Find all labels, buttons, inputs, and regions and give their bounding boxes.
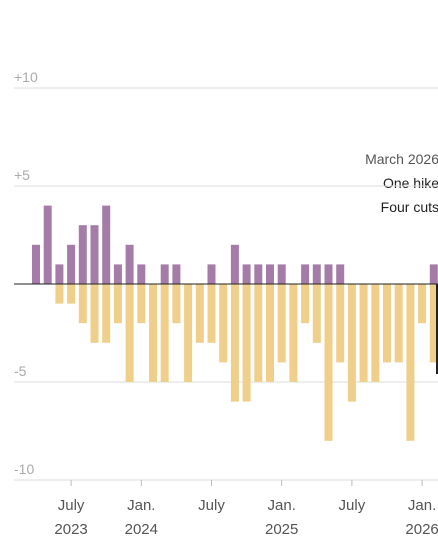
- bar: [254, 284, 263, 382]
- x-tick-label: July 2023: [54, 497, 87, 538]
- bar: [184, 284, 193, 382]
- bar: [125, 284, 134, 382]
- y-tick-label: +5: [14, 167, 30, 183]
- bar: [371, 284, 380, 382]
- bar: [230, 284, 239, 402]
- bar: [172, 284, 181, 324]
- y-tick-label: -10: [14, 461, 34, 477]
- bar: [113, 264, 122, 284]
- bar: [312, 284, 321, 343]
- bar: [336, 284, 345, 363]
- bar: [406, 284, 415, 441]
- annotation-hikes: One hike: [383, 175, 438, 191]
- bar: [394, 284, 403, 363]
- bar: [301, 264, 310, 284]
- bar: [429, 284, 438, 363]
- bar: [324, 264, 333, 284]
- bar: [90, 284, 99, 343]
- bar: [219, 284, 228, 363]
- bar: [418, 284, 427, 324]
- y-tick-label: +10: [14, 69, 38, 85]
- bar: [78, 284, 87, 324]
- bar: [254, 264, 263, 284]
- bar: [195, 284, 204, 343]
- bar: [266, 284, 274, 382]
- bar: [90, 225, 99, 284]
- bar: [160, 284, 169, 382]
- bar: [102, 205, 111, 284]
- bar: [301, 284, 310, 324]
- annotation-cuts: Four cuts: [381, 199, 438, 215]
- bar: [32, 244, 40, 284]
- bar: [336, 264, 345, 284]
- bar: [55, 284, 64, 304]
- bar: [113, 284, 122, 324]
- x-tick-label: Jan. 2024: [125, 497, 158, 538]
- bar: [137, 284, 146, 324]
- bar: [125, 244, 134, 284]
- bar: [207, 284, 216, 343]
- bar: [347, 284, 356, 402]
- bar: [242, 264, 251, 284]
- bar: [230, 244, 239, 284]
- bar: [359, 284, 368, 382]
- bar: [429, 264, 438, 284]
- bar: [55, 264, 64, 284]
- bar: [324, 284, 333, 441]
- bar: [149, 284, 157, 382]
- annotation-date: March 2026: [365, 151, 438, 167]
- bar: [67, 284, 76, 304]
- bar: [242, 284, 251, 402]
- x-tick-label: Jan. 2026: [405, 497, 438, 538]
- bar: [67, 244, 76, 284]
- bar: [266, 264, 274, 284]
- x-tick-label: July: [339, 497, 366, 514]
- bar: [102, 284, 111, 343]
- bar: [277, 264, 286, 284]
- bar: [207, 264, 216, 284]
- bar: [43, 205, 52, 284]
- bar: [383, 284, 391, 363]
- bar: [289, 284, 298, 382]
- bar: [160, 264, 169, 284]
- bar: [172, 264, 181, 284]
- x-tick-label: Jan. 2025: [265, 497, 298, 538]
- x-tick-label: July: [198, 497, 225, 514]
- bar: [312, 264, 321, 284]
- bar: [137, 264, 146, 284]
- y-tick-label: -5: [14, 363, 27, 379]
- bar: [277, 284, 286, 363]
- bar: [78, 225, 87, 284]
